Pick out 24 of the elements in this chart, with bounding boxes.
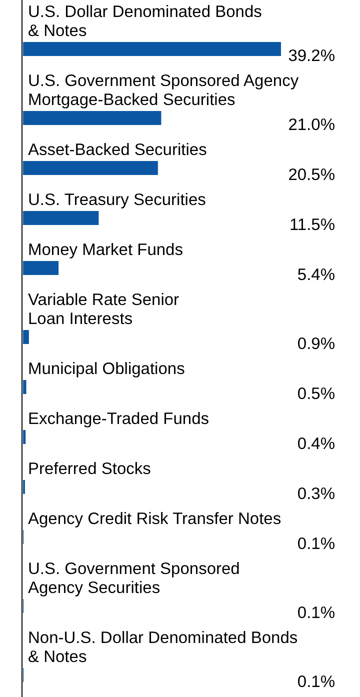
data-label: 0.5%	[297, 385, 336, 403]
y-tick-label: Asset-Backed Securities	[28, 141, 207, 159]
data-label: 0.9%	[297, 335, 336, 353]
data-label: 0.4%	[297, 435, 336, 453]
y-tick-label: Variable Rate Senior Loan Interests	[28, 291, 180, 328]
y-tick-label: Agency Credit Risk Transfer Notes	[28, 510, 282, 528]
data-label: 11.5%	[289, 216, 336, 234]
data-label: 39.2%	[288, 47, 336, 65]
data-label: 20.5%	[288, 166, 336, 184]
data-label: 0.1%	[297, 673, 336, 691]
y-tick-label: Non-U.S. Dollar Denominated Bonds & Notes	[28, 629, 298, 666]
data-label: 21.0%	[288, 116, 336, 134]
y-tick-label: U.S. Dollar Denominated Bonds & Notes	[28, 3, 262, 40]
y-tick-label: Exchange-Traded Funds	[28, 410, 209, 428]
y-tick-label: Money Market Funds	[28, 241, 183, 259]
y-tick-label: U.S. Treasury Securities	[28, 191, 206, 209]
data-label: 0.1%	[297, 604, 336, 622]
y-tick-label: U.S. Government Sponsored Agency Securities	[28, 560, 240, 597]
data-label: 0.1%	[297, 535, 336, 553]
y-tick-label: U.S. Government Sponsored Agency Mortgage-Backed Securities	[28, 72, 300, 109]
data-label: 0.3%	[297, 485, 336, 503]
y-tick-label: Preferred Stocks	[28, 460, 151, 478]
y-tick-label: Municipal Obligations	[28, 360, 185, 378]
data-label: 5.4%	[297, 266, 336, 284]
